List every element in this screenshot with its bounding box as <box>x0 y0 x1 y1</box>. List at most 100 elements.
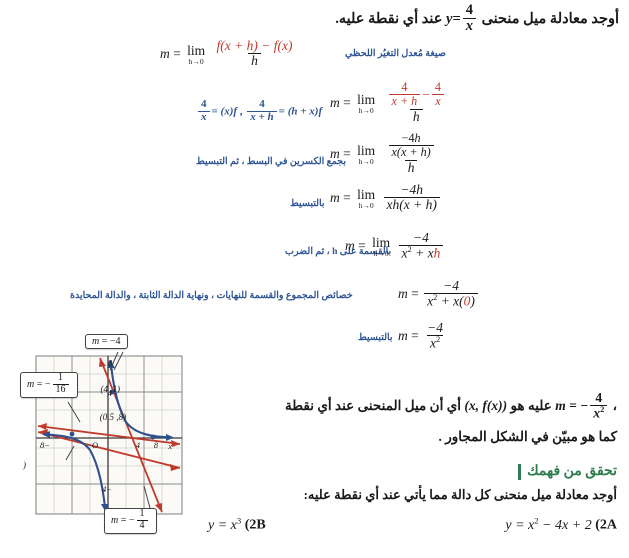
step-2-reason-num-a: 4 <box>259 98 265 110</box>
derivation-row-3: بجمع الكسرين في البسط ، ثم التبسيط m = l… <box>0 128 629 180</box>
callout-left-m: m <box>27 379 35 391</box>
point-1-4 <box>109 389 115 395</box>
problem-suffix: عند أي نقطة عليه. <box>335 11 443 28</box>
step-2-m: m <box>330 94 340 110</box>
step-5-equation: m = lim h→0 −4 x2 + xh <box>345 230 445 262</box>
step-6-denominator: x2 + x(0) <box>424 293 478 309</box>
step-4-lim-bot: h→0 <box>358 201 374 211</box>
y-tick-8: 8 <box>108 358 113 368</box>
step-5-denominator: x2 + xh <box>398 245 444 261</box>
x-tick-4: 4 <box>136 440 141 450</box>
step-2-inner-fraction-a: 4 x + h <box>388 80 421 108</box>
step-1-limit: lim h→0 <box>187 44 205 66</box>
step-7-numerator: −4 <box>427 320 443 335</box>
step-2-inner-den-b: x <box>432 93 444 108</box>
step-2-inner-num-a: 4 <box>401 80 408 94</box>
step-4-numerator: −4h <box>400 182 423 197</box>
step-3-inner-den: x(x + h) <box>388 144 434 159</box>
conclusion-comma: ، <box>612 398 617 414</box>
step-6-numerator: −4 <box>443 278 459 293</box>
callout-left-num: 1 <box>58 372 64 383</box>
graph-tangent-points <box>69 389 156 440</box>
step-3-numerator: −4h x(x + h) <box>384 131 439 160</box>
step-2-fraction: 4 x + h − 4 x h <box>384 80 449 124</box>
check-understanding-heading: تحقق من فهمك <box>518 463 617 480</box>
point-8-05 <box>150 434 156 440</box>
step-3-m: m <box>330 145 340 161</box>
exercise-row: y = x2 − 4x + 2 (2A y = x3 (2B <box>0 515 629 545</box>
step-2-inner-den-a: x + h <box>388 93 421 108</box>
callout-bottom-eq: = − <box>120 515 135 527</box>
exercise-2a-expression: y = x2 − 4x + 2 <box>505 515 592 533</box>
label-point-1-4: (1, 4) <box>101 384 121 394</box>
step-2-equation: m = lim h→0 4 x + h − 4 x h <box>330 80 451 125</box>
callout-m-neg-1-4: m = −1 4 <box>104 508 157 534</box>
step-4-fraction: −4h xh(x + h) <box>383 182 440 212</box>
step-3-eq-sign: = <box>343 145 351 161</box>
exercise-2a-tag: (2A <box>595 517 617 533</box>
conclusion-line-2: كما هو مبيّن في الشكل المجاور . <box>438 429 617 444</box>
step-2-inner-num-b: 4 <box>434 80 441 94</box>
derivation-row-4: بالتبسيط m = lim h→0 −4h xh(x + h) <box>0 180 629 228</box>
step-1-lim-top: lim <box>187 42 206 58</box>
derivation-row-2: f(x + h) = 4 x + h , f(x) = 4 x m = lim h→0 … <box>0 78 629 128</box>
derivation-row-1: صيغة مُعدل التغيُر اللحظي m = lim h→0 f(… <box>0 34 629 78</box>
step-1-lim-bot: h→0 <box>188 57 204 67</box>
step-4-eq-sign: = <box>343 189 351 205</box>
conclusion-line-1: ، m = −4 x2 عليه هو (x, f(x)) أي أن ميل ا… <box>197 390 617 422</box>
conclusion-m: m = − <box>555 398 589 414</box>
callout-top-eq: = <box>101 336 108 347</box>
derivation-row-5: بالقسمة على h ، ثم الضرب m = lim h→0 −4 … <box>0 228 629 276</box>
tangent-line-8-05 <box>37 423 181 447</box>
step-2-eq-sign: = <box>343 94 351 110</box>
step-1-m: m <box>160 45 170 61</box>
exercise-2a: y = x2 − 4x + 2 (2A <box>505 515 617 534</box>
exercise-2b-tag: (2B <box>244 517 266 533</box>
problem-prefix: أوجد معادلة ميل منحنى <box>481 11 619 28</box>
step-2-inner-fraction-b: 4 x <box>432 81 444 108</box>
step-3-inner-num: −4h <box>401 131 421 145</box>
tangent-line-1-4 <box>99 357 163 513</box>
callout-left-eq: = − <box>36 379 51 391</box>
step-2-reason-lhs-b: f(x) = <box>211 105 238 118</box>
problem-equation-y: y <box>446 11 453 28</box>
step-2-reason-den-b: x <box>198 110 210 124</box>
step-7-eq-sign: = <box>411 328 419 344</box>
step-3-equation: m = lim h→0 −4h x(x + h) h <box>330 131 441 176</box>
step-3-fraction: −4h x(x + h) h <box>384 131 439 175</box>
step-2-reason-lhs-a: f(x + h) = <box>278 105 323 118</box>
step-2-minus: − <box>422 87 430 103</box>
graph-x-axis-label: x <box>167 441 172 451</box>
step-5-lim-bot: h→0 <box>373 249 389 259</box>
conclusion-fraction: 4 x2 <box>590 390 608 421</box>
step-2-reason-comma: , <box>239 105 243 118</box>
step-4-equation: m = lim h→0 −4h xh(x + h) <box>330 182 442 213</box>
callout-left-den: 16 <box>52 383 69 396</box>
step-5-lim-top: lim <box>372 234 391 250</box>
step-2-limit: lim h→0 <box>357 93 375 115</box>
step-1-reason: صيغة مُعدل التغيُر اللحظي <box>345 49 446 59</box>
step-7-reason: بالتبسيط <box>358 333 393 343</box>
callout-m-neg-1-16: m = −1 16 <box>20 372 78 398</box>
step-2-lim-top: lim <box>357 91 376 107</box>
graph-tick-labels: 8 4 −4 4 8 −8 O x y <box>40 358 172 494</box>
step-3-denominator: h <box>404 159 418 175</box>
step-2-lim-bot: h→0 <box>358 106 374 116</box>
step-3-reason: بجمع الكسرين في البسط ، ثم التبسيط <box>196 157 346 167</box>
x-tick-neg8: −8 <box>40 440 50 450</box>
conclusion-fraction-den: x2 <box>590 405 608 421</box>
graph-origin-label: O <box>92 440 98 450</box>
callout-left-fraction: 1 16 <box>52 372 69 396</box>
check-understanding-instruction: أوجد معادلة ميل منحنى كل دالة مما يأتي ع… <box>303 487 617 502</box>
step-5-reason: بالقسمة على h ، ثم الضرب <box>285 246 391 257</box>
callout-left-expression: m = −1 16 <box>27 372 71 394</box>
step-4-lim-top: lim <box>357 186 376 202</box>
conclusion-fraction-num: 4 <box>595 390 603 405</box>
conclusion-text-a: أي أن ميل المنحنى عند أي نقطة <box>285 398 462 414</box>
callout-top-m: m <box>92 336 100 347</box>
problem-equation-numerator: 4 <box>465 2 473 18</box>
step-3-lim-top: lim <box>357 142 376 158</box>
